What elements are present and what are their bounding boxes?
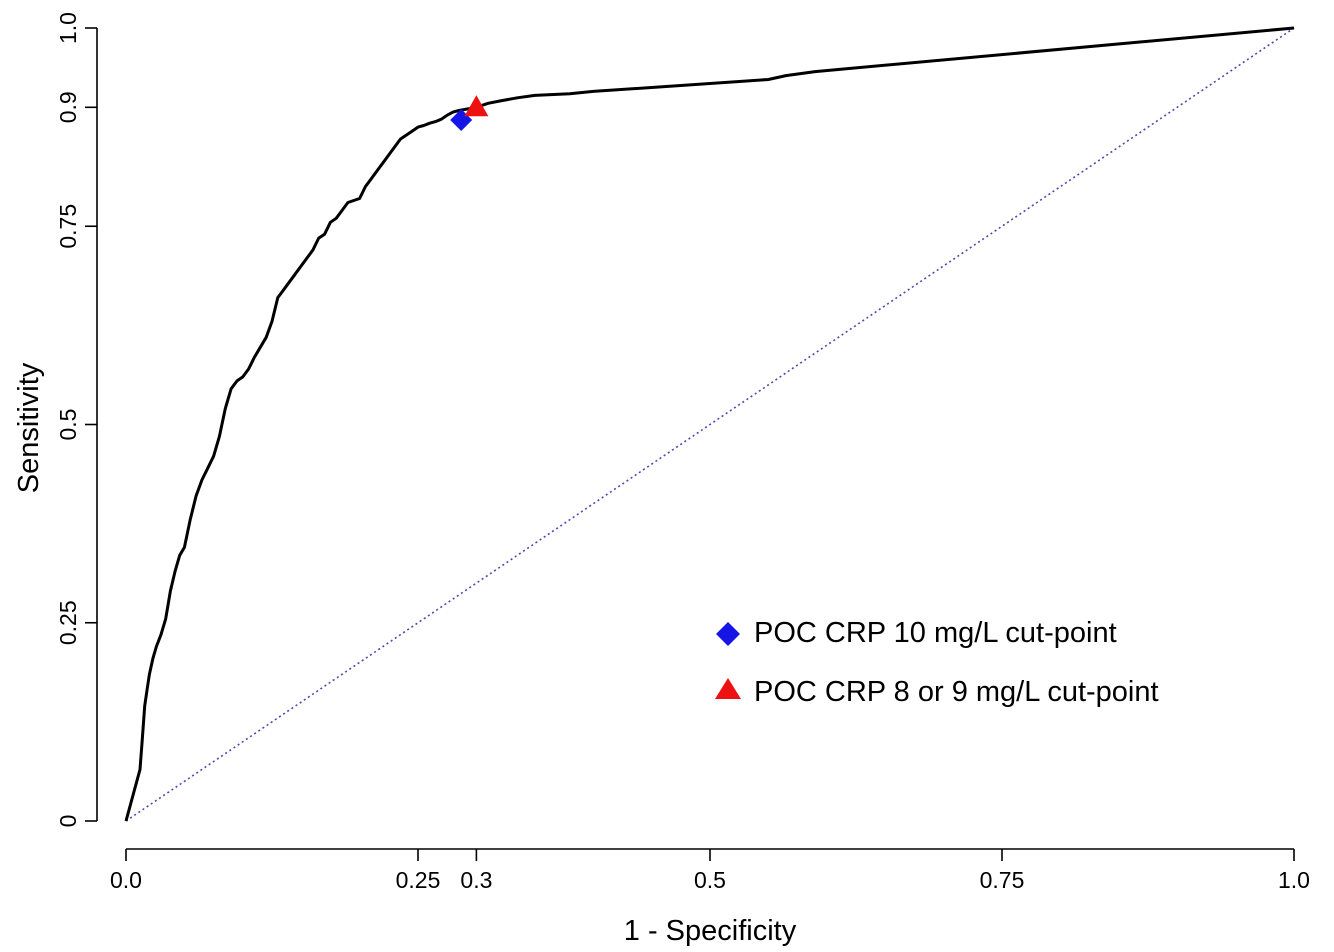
y-tick-label: 0.9 — [55, 91, 81, 123]
x-tick-label: 0.0 — [110, 867, 142, 893]
legend: POC CRP 10 mg/L cut-point POC CRP 8 or 9… — [715, 617, 1159, 708]
y-axis-ticks: 0 0.25 0.5 0.75 0.9 1.0 — [55, 12, 97, 827]
y-tick-label: 0 — [55, 815, 81, 828]
reference-diagonal-line — [125, 27, 1295, 822]
x-axis-title: 1 - Specificity — [624, 915, 797, 947]
legend-label-10mg: POC CRP 10 mg/L cut-point — [754, 617, 1117, 649]
red-triangle-icon — [715, 678, 741, 699]
y-tick-label: 1.0 — [55, 12, 81, 44]
cut-point-triangle-marker — [464, 95, 489, 117]
legend-item-8-9mg: POC CRP 8 or 9 mg/L cut-point — [715, 676, 1159, 708]
x-axis-ticks: 0.0 0.25 0.3 0.5 0.75 1.0 — [110, 849, 1310, 893]
blue-diamond-icon — [716, 622, 740, 646]
x-tick-label: 0.5 — [694, 867, 726, 893]
y-tick-label: 0.75 — [55, 204, 81, 249]
y-tick-label: 0.5 — [55, 409, 81, 441]
cut-point-markers — [450, 95, 489, 131]
y-tick-label: 0.25 — [55, 600, 81, 645]
legend-item-10mg: POC CRP 10 mg/L cut-point — [716, 617, 1117, 649]
x-tick-label: 0.75 — [980, 867, 1025, 893]
legend-label-8-9mg: POC CRP 8 or 9 mg/L cut-point — [754, 676, 1159, 708]
y-axis: 0 0.25 0.5 0.75 0.9 1.0 — [55, 12, 98, 827]
x-tick-label: 0.3 — [460, 867, 492, 893]
x-tick-label: 1.0 — [1278, 867, 1310, 893]
plot-area — [124, 26, 1295, 822]
x-tick-label: 0.25 — [396, 867, 441, 893]
x-axis: 0.0 0.25 0.3 0.5 0.75 1.0 — [110, 848, 1310, 893]
y-axis-title: Sensitivity — [13, 362, 45, 493]
